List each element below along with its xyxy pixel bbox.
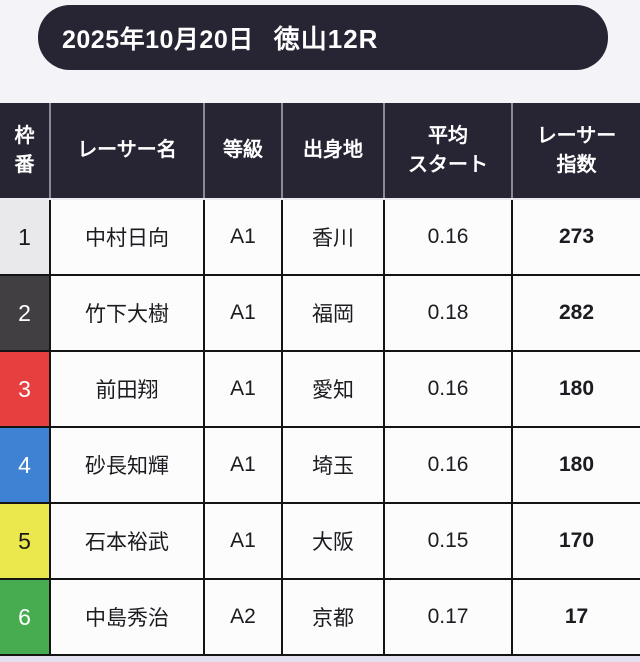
table-row: 2 竹下大樹 A1 福岡 0.18 282 <box>0 274 640 352</box>
racer-grade: A1 <box>203 199 283 276</box>
racer-name: 前田翔 <box>49 350 205 428</box>
racer-name: 中村日向 <box>49 199 205 276</box>
racer-origin: 愛知 <box>281 350 385 428</box>
col-header-name: レーサー名 <box>50 103 205 200</box>
racer-origin: 香川 <box>281 199 385 276</box>
table-header-row: 枠 番 レーサー名 等級 出身地 平均 スタート レーサー 指数 <box>0 103 640 200</box>
racer-name: 中島秀治 <box>49 578 205 656</box>
frame-number: 3 <box>0 350 51 428</box>
racer-grade: A1 <box>203 502 283 580</box>
frame-number: 2 <box>0 274 51 352</box>
racer-origin: 京都 <box>281 578 385 656</box>
racer-index: 180 <box>511 350 640 428</box>
racer-avg-start: 0.18 <box>383 274 513 352</box>
racer-origin: 埼玉 <box>281 426 385 504</box>
frame-number: 6 <box>0 578 51 656</box>
racer-index: 273 <box>511 199 640 276</box>
racer-avg-start: 0.16 <box>383 426 513 504</box>
racer-origin: 大阪 <box>281 502 385 580</box>
footer-strip <box>0 656 640 662</box>
col-header-frame: 枠 番 <box>0 103 51 200</box>
table-row: 3 前田翔 A1 愛知 0.16 180 <box>0 350 640 428</box>
racer-grade: A1 <box>203 350 283 428</box>
racer-grade: A1 <box>203 274 283 352</box>
racer-index: 170 <box>511 502 640 580</box>
race-title: 徳山12R <box>273 24 379 54</box>
frame-number: 4 <box>0 426 51 504</box>
racer-avg-start: 0.16 <box>383 199 513 276</box>
racer-avg-start: 0.16 <box>383 350 513 428</box>
col-header-origin: 出身地 <box>282 103 385 200</box>
racer-avg-start: 0.15 <box>383 502 513 580</box>
racer-grade: A2 <box>203 578 283 656</box>
racer-table: 枠 番 レーサー名 等級 出身地 平均 スタート レーサー 指数 1 中村日向 … <box>0 103 640 656</box>
table-row: 4 砂長知輝 A1 埼玉 0.16 180 <box>0 426 640 504</box>
racer-name: 石本裕武 <box>49 502 205 580</box>
table-row: 6 中島秀治 A2 京都 0.17 17 <box>0 578 640 656</box>
racer-origin: 福岡 <box>281 274 385 352</box>
racer-index: 282 <box>511 274 640 352</box>
racer-avg-start: 0.17 <box>383 578 513 656</box>
race-date: 2025年10月20日 <box>62 25 254 54</box>
table-row: 5 石本裕武 A1 大阪 0.15 170 <box>0 502 640 580</box>
racer-grade: A1 <box>203 426 283 504</box>
col-header-index: レーサー 指数 <box>512 103 640 200</box>
table-row: 1 中村日向 A1 香川 0.16 273 <box>0 199 640 276</box>
racer-name: 竹下大樹 <box>49 274 205 352</box>
racer-index: 17 <box>511 578 640 656</box>
frame-number: 1 <box>0 199 51 276</box>
col-header-avg-start: 平均 スタート <box>384 103 513 200</box>
racer-name: 砂長知輝 <box>49 426 205 504</box>
frame-number: 5 <box>0 502 51 580</box>
col-header-grade: 等級 <box>204 103 283 200</box>
race-header-bar: 2025年10月20日 徳山12R <box>38 5 608 70</box>
racer-index: 180 <box>511 426 640 504</box>
